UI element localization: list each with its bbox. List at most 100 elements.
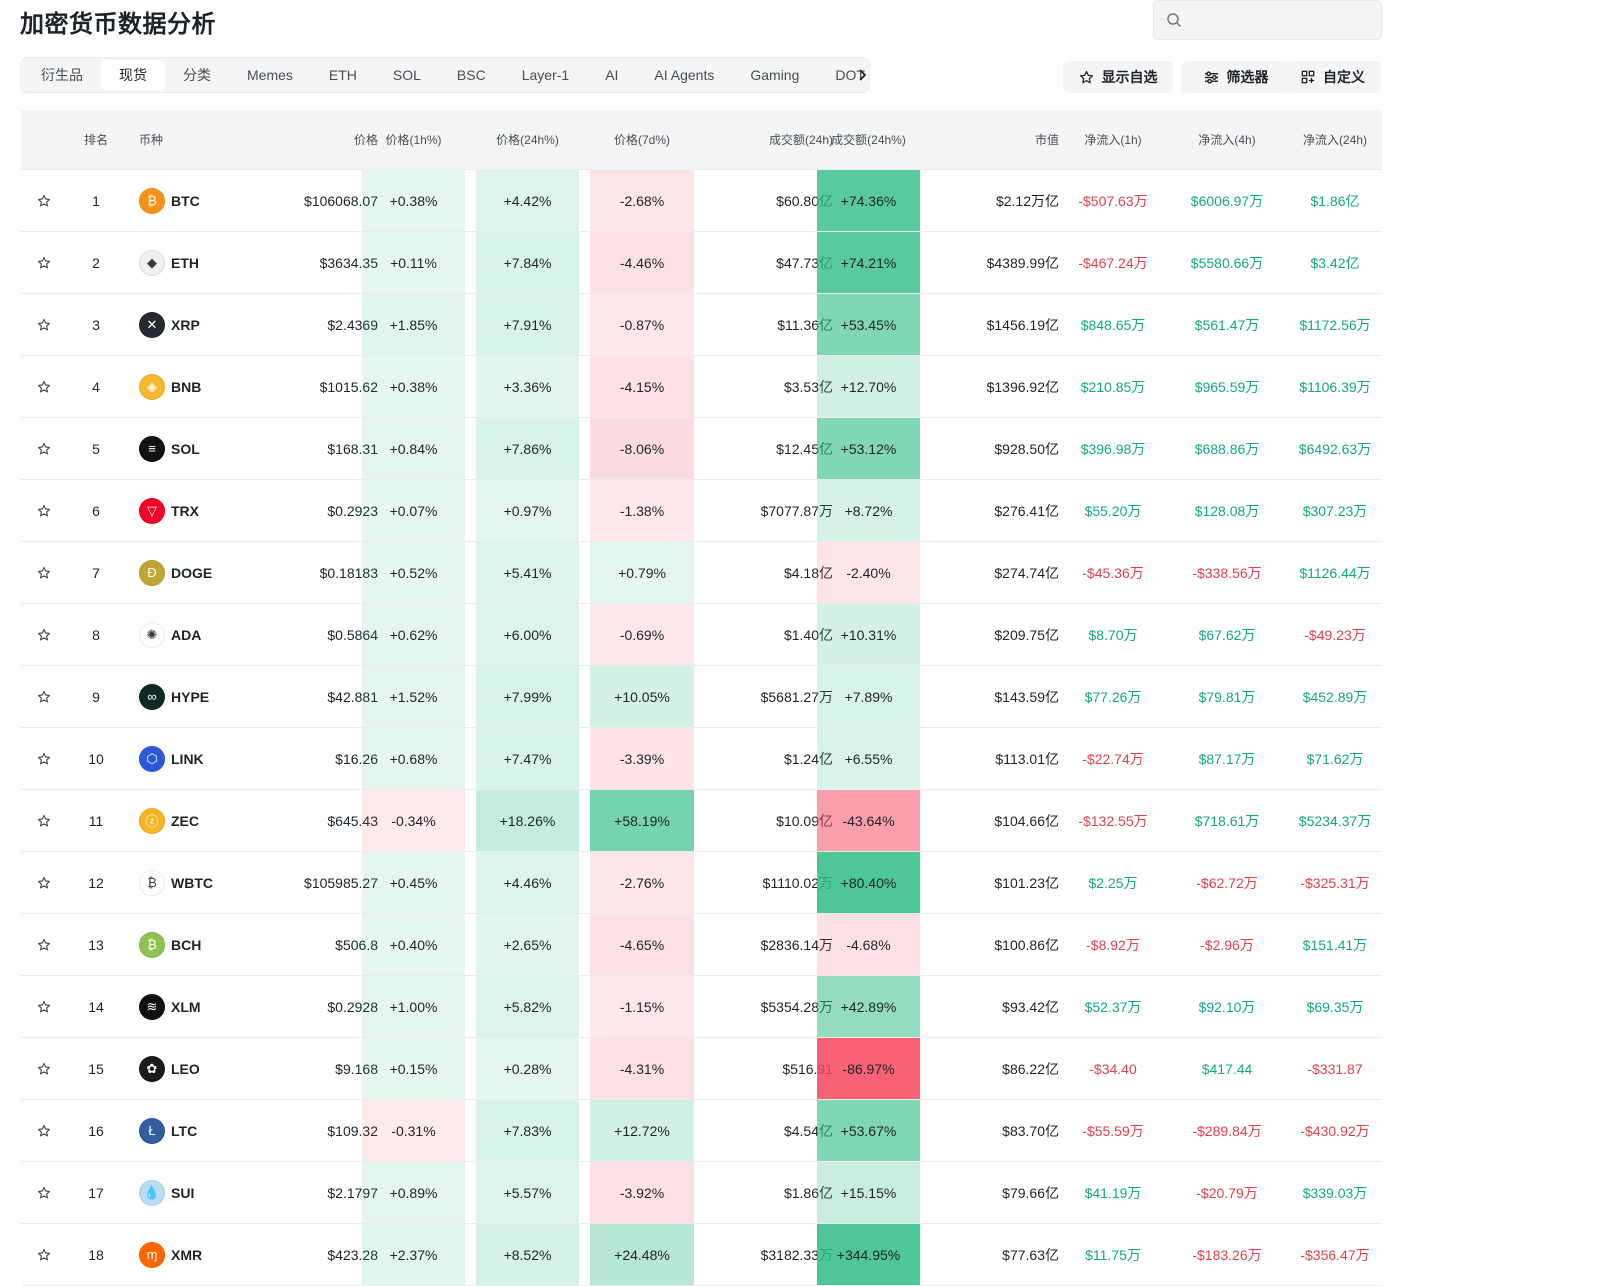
table-row[interactable]: 15 ✿ LEO $9.168 +0.15% +0.28% -4.31% $516.91 -86… [21,1038,1382,1100]
volume-change-24h: +42.89% [817,976,920,1037]
coin[interactable]: ▽ TRX [139,480,249,541]
coin[interactable]: ✺ ADA [139,604,249,665]
favorite-star-button[interactable] [21,976,67,1037]
col-coin[interactable]: 币种 [139,133,164,147]
table-row[interactable]: 2 ◆ ETH $3634.35 +0.11% +7.84% -4.46% $47.73亿 +7… [21,232,1382,294]
table-row[interactable]: 3 ✕ XRP $2.4369 +1.85% +7.91% -0.87% $11.36亿 +53… [21,294,1382,356]
tab-1[interactable]: 现货 [101,60,165,90]
netflow-4h: $417.44 [1201,1060,1253,1077]
col-netflow-24h[interactable]: 净流入(24h) [1302,133,1367,147]
tab-7[interactable]: Layer-1 [521,67,570,83]
coin[interactable]: ⬡ LINK [139,728,249,789]
table-row[interactable]: 16 Ł LTC $109.32 -0.31% +7.83% +12.72% $4.54亿 +5… [21,1100,1382,1162]
coin[interactable]: ₿ BTC [139,170,249,231]
sol-icon: ≡ [139,435,165,462]
coin[interactable]: ≡ SOL [139,418,249,479]
netflow-1h: $210.85万 [1080,378,1146,395]
favorite-star-button[interactable] [21,170,67,231]
col-market-cap[interactable]: 市值 [1034,133,1059,147]
netflow-4h: -$289.84万 [1192,1122,1262,1139]
coin[interactable]: ◆ ETH [139,232,249,293]
table-row[interactable]: 17 💧 SUI $2.1797 +0.89% +5.57% -3.92% $1.86亿 +15… [21,1162,1382,1224]
coin[interactable]: ∞ HYPE [139,666,249,727]
col-volume-24h[interactable]: 成交额(24h) [768,133,833,147]
tab-3[interactable]: Memes [247,67,293,83]
volume-change-24h: -86.97% [817,1038,920,1099]
col-change-7d[interactable]: 价格(7d%) [613,133,670,147]
favorite-star-button[interactable] [21,294,67,355]
table-row[interactable]: 12 ₿ WBTC $105985.27 +0.45% +4.46% -2.76% $1110… [21,852,1382,914]
tab-8[interactable]: AI [605,67,619,83]
coin[interactable]: ₿ BCH [139,914,249,975]
col-change-24h[interactable]: 价格(24h%) [496,133,559,147]
tab-6[interactable]: BSC [456,67,486,83]
coin[interactable]: 💧 SUI [139,1162,249,1223]
coin[interactable]: ◈ BNB [139,356,249,417]
favorite-star-button[interactable] [21,914,67,975]
table-row[interactable]: 7 Ð DOGE $0.18183 +0.52% +5.41% +0.79% $4.18亿 -2… [21,542,1382,604]
favorite-star-button[interactable] [21,542,67,603]
search-box[interactable] [1153,0,1382,40]
col-rank[interactable]: 排名 [83,133,108,147]
favorite-star-button[interactable] [21,728,67,789]
volume-24h: $516.91 [782,1060,833,1077]
table-row[interactable]: 11 ⓩ ZEC $645.43 -0.34% +18.26% +58.19% $10.09亿… [21,790,1382,852]
customize-button[interactable]: 自定义 [1285,61,1381,93]
table-row[interactable]: 5 ≡ SOL $168.31 +0.84% +7.86% -8.06% $12.45亿 +53… [21,418,1382,480]
search-input[interactable] [1190,9,1374,33]
table-row[interactable]: 4 ◈ BNB $1015.62 +0.38% +3.36% -4.15% $3.53亿 +12… [21,356,1382,418]
ltc-icon: Ł [139,1117,165,1144]
price: $0.5864 [327,626,378,643]
filter-button[interactable]: 筛选器 [1181,61,1291,93]
volume-change-24h: +74.36% [817,170,920,231]
col-volume-change-24h[interactable]: 成交额(24h%) [831,133,906,147]
favorite-star-button[interactable] [21,1038,67,1099]
coin[interactable]: Ł LTC [139,1100,249,1161]
coin[interactable]: ⓩ ZEC [139,790,249,851]
table-row[interactable]: 1 ₿ BTC $106068.07 +0.38% +4.42% -2.68% $60.80亿… [21,170,1382,232]
price: $2.4369 [327,316,378,333]
tab-4[interactable]: ETH [328,67,357,83]
change-24h: +4.46% [476,852,579,913]
price: $106068.07 [304,192,378,209]
favorite-star-button[interactable] [21,790,67,851]
tab-9[interactable]: AI Agents [654,67,715,83]
favorite-star-button[interactable] [21,1162,67,1223]
col-price[interactable]: 价格 [353,133,378,147]
tab-10[interactable]: Gaming [750,67,800,83]
zec-icon: ⓩ [139,807,165,834]
favorite-star-button[interactable] [21,604,67,665]
table-row[interactable]: 8 ✺ ADA $0.5864 +0.62% +6.00% -0.69% $1.40亿 +10.… [21,604,1382,666]
favorite-star-button[interactable] [21,666,67,727]
bnb-icon: ◈ [139,373,165,400]
coin[interactable]: ✿ LEO [139,1038,249,1099]
coin[interactable]: Ð DOGE [139,542,249,603]
table-row[interactable]: 14 ≋ XLM $0.2928 +1.00% +5.82% -1.15% $5354.28万… [21,976,1382,1038]
favorite-star-button[interactable] [21,232,67,293]
favorite-star-button[interactable] [21,418,67,479]
table-row[interactable]: 6 ▽ TRX $0.2923 +0.07% +0.97% -1.38% $7077.87万 +… [21,480,1382,542]
tab-11[interactable]: DOT [835,67,865,83]
col-netflow-1h[interactable]: 净流入(1h) [1084,133,1142,147]
netflow-1h: -$34.40 [1089,1060,1137,1077]
table-row[interactable]: 9 ∞ HYPE $42.881 +1.52% +7.99% +10.05% $5681.27… [21,666,1382,728]
watchlist-button[interactable]: 显示自选 [1063,61,1173,93]
table-row[interactable]: 13 ₿ BCH $506.8 +0.40% +2.65% -4.65% $2836.14万 -… [21,914,1382,976]
favorite-star-button[interactable] [21,356,67,417]
rank: 12 [88,874,104,891]
coin[interactable]: ₿ WBTC [139,852,249,913]
col-change-1h[interactable]: 价格(1h%) [385,133,442,147]
tab-5[interactable]: SOL [392,67,421,83]
tab-2[interactable]: 分类 [183,67,211,83]
table-row[interactable]: 10 ⬡ LINK $16.26 +0.68% +7.47% -3.39% $1.24亿 +6.… [21,728,1382,790]
table-row[interactable]: 18 ɱ XMR $423.28 +2.37% +8.52% +24.48% $3182.33… [21,1224,1382,1286]
favorite-star-button[interactable] [21,852,67,913]
col-netflow-4h[interactable]: 净流入(4h) [1198,133,1256,147]
favorite-star-button[interactable] [21,1100,67,1161]
tab-0[interactable]: 衍生品 [41,67,83,83]
coin[interactable]: ✕ XRP [139,294,249,355]
favorite-star-button[interactable] [21,480,67,541]
coin[interactable]: ≋ XLM [139,976,249,1037]
volume-change-24h: -4.68% [817,914,920,975]
tabs-next-arrow[interactable] [850,57,874,93]
